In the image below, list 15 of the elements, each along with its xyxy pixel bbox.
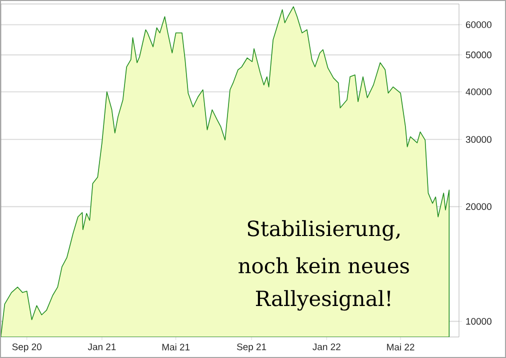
x-tick-label: Mai 22 <box>387 343 414 350</box>
annotation: noch kein neues <box>238 257 409 274</box>
x-tick-label: Jan 22 <box>312 343 340 350</box>
x-tick-label: Sep 21 <box>236 343 266 352</box>
y-tick-label: 40000 <box>466 88 492 96</box>
y-tick-label: 20000 <box>466 203 492 210</box>
x-tick-label: Jan 21 <box>88 343 116 350</box>
y-tick-label: 50000 <box>466 52 492 58</box>
annotation: Stabilisierung, <box>248 220 400 241</box>
x-tick-label: Sep 20 <box>12 343 42 352</box>
y-tick-label: 30000 <box>466 136 492 143</box>
y-tick-label: 60000 <box>466 21 492 28</box>
y-tick-label: 10000 <box>466 318 492 325</box>
x-tick-label: Mai 21 <box>162 343 190 350</box>
annotation: Rallyesignal! <box>256 290 390 311</box>
